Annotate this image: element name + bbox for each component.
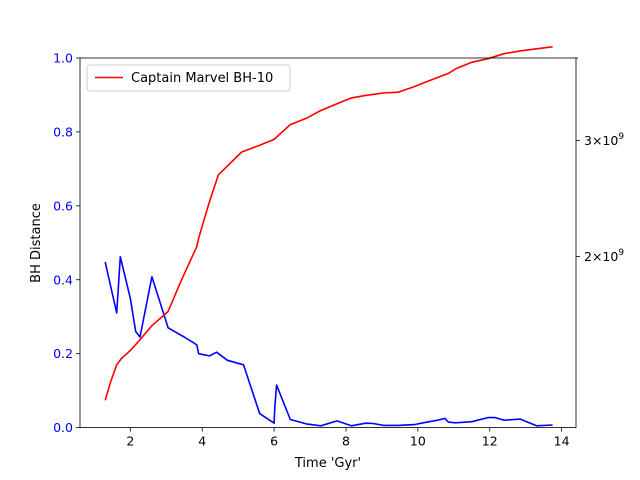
- ticks: 2 4 6 8 10 12 14 0.0 0.2 0.4 0.6 0.8 1.0 2×109 3×109: [53, 51, 624, 449]
- x-axis-label: Time 'Gyr': [294, 456, 361, 471]
- y-tick-label: 0.6: [53, 198, 73, 213]
- y-tick-label: 0.4: [53, 272, 73, 287]
- legend-label: Captain Marvel BH-10: [131, 71, 273, 86]
- plot-frame: [79, 57, 577, 429]
- x-tick-label: 8: [342, 434, 350, 449]
- x-tick-label: 4: [198, 434, 206, 449]
- x-tick-label: 12: [482, 434, 498, 449]
- y2-tick-label: 2×109: [584, 248, 624, 264]
- y-tick-label: 1.0: [53, 51, 73, 66]
- legend: Captain Marvel BH-10: [86, 64, 291, 92]
- x-tick-label: 14: [554, 434, 570, 449]
- y-axis-label: BH Distance: [29, 203, 44, 283]
- bh-distance-line: [104, 255, 553, 427]
- y-tick-label: 0.8: [53, 124, 73, 139]
- y2-tick-label: 3×109: [584, 132, 624, 148]
- captain-marvel-bh-10-line: [104, 46, 553, 401]
- y-tick-label: 0.2: [53, 346, 73, 361]
- x-tick-label: 6: [270, 434, 278, 449]
- x-tick-label: 10: [410, 434, 426, 449]
- x-tick-label: 2: [126, 434, 134, 449]
- legend-box: [86, 64, 291, 92]
- series-layer: [104, 46, 553, 427]
- y-tick-label: 0.0: [53, 420, 73, 435]
